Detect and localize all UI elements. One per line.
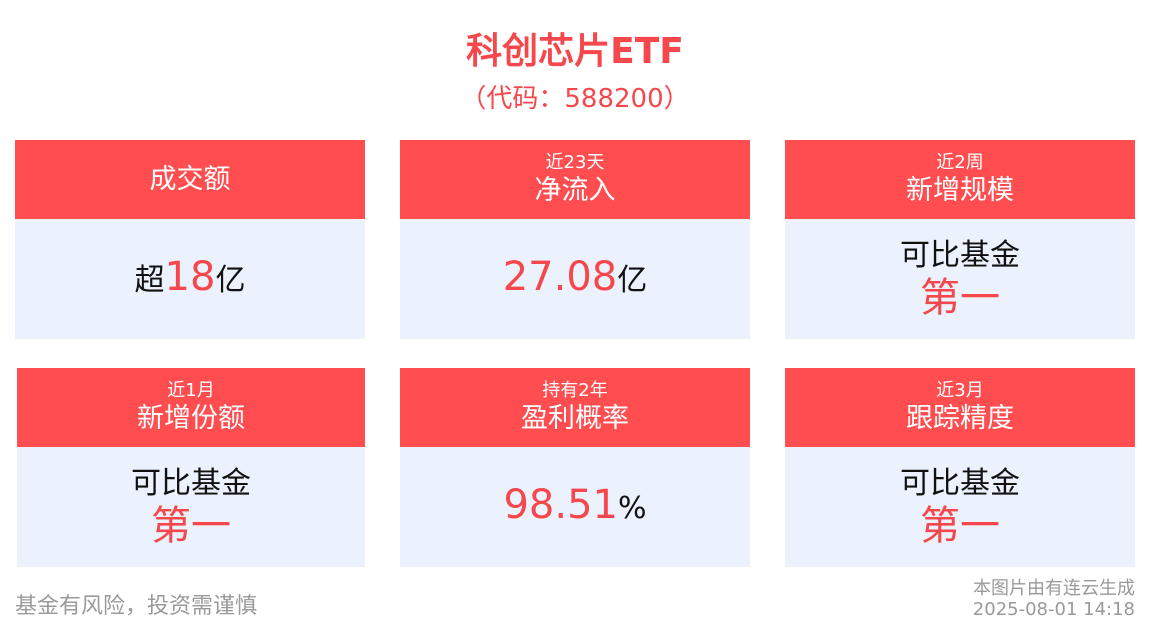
card-header: 近2周 新增规模	[785, 140, 1135, 219]
value-text: 可比基金	[900, 238, 1020, 273]
card-title: 盈利概率	[521, 402, 629, 434]
metric-card: 近2周 新增规模 可比基金 第一	[785, 140, 1135, 339]
value-line: 第一	[151, 505, 231, 551]
value-text: 可比基金	[131, 466, 251, 501]
card-body: 可比基金 第一	[785, 447, 1135, 567]
highlight-value: 第一	[920, 275, 1000, 321]
value-text: %	[618, 491, 647, 526]
source-text: 本图片由有连云生成	[973, 578, 1135, 599]
card-title: 新增规模	[906, 174, 1014, 206]
value-line: 第一	[920, 277, 1000, 323]
value-text: 亿	[617, 263, 648, 298]
card-title: 跟踪精度	[906, 402, 1014, 434]
highlight-value: 27.08	[502, 254, 618, 300]
card-period: 持有2年	[542, 379, 608, 401]
metric-card: 持有2年 盈利概率 98.51%	[400, 368, 750, 567]
metric-card: 近23天 净流入 27.08亿	[400, 140, 750, 339]
card-period: 近1月	[167, 379, 215, 401]
metric-card: 近3月 跟踪精度可比基金第一	[785, 368, 1135, 567]
value-text: 超	[134, 263, 165, 298]
value-line: 98.51%	[503, 484, 646, 530]
card-body: 可比基金 第一	[785, 219, 1135, 339]
value-line: 27.08亿	[503, 256, 648, 302]
card-header: 近1月 新增份额	[17, 368, 365, 447]
value-text: 可比基金	[900, 466, 1020, 501]
metric-card: 成交额超18亿	[15, 140, 365, 339]
card-header: 持有2年 盈利概率	[400, 368, 750, 447]
card-header: 成交额	[15, 140, 365, 219]
card-body: 98.51%	[400, 447, 750, 567]
highlight-value: 18	[164, 254, 216, 300]
risk-disclaimer: 基金有风险，投资需谨慎	[15, 594, 258, 619]
value-line: 超18亿	[135, 256, 246, 302]
card-title: 新增份额	[137, 402, 245, 434]
card-title: 净流入	[534, 174, 616, 206]
card-header: 近3月 跟踪精度	[785, 368, 1135, 447]
footer-source: 本图片由有连云生成 2025-08-01 14:18	[973, 578, 1135, 620]
value-line: 可比基金	[900, 463, 1020, 505]
card-header: 近23天 净流入	[400, 140, 750, 219]
metric-card: 近1月 新增份额可比基金第一	[17, 368, 365, 567]
value-line: 第一	[920, 505, 1000, 551]
card-body: 27.08亿	[400, 219, 750, 339]
card-period: 近3月	[936, 379, 984, 401]
highlight-value: 98.51	[503, 482, 618, 528]
value-line: 可比基金	[900, 235, 1020, 277]
card-body: 可比基金 第一	[17, 447, 365, 567]
value-line: 可比基金	[131, 463, 251, 505]
card-title: 成交额	[149, 163, 231, 195]
page-title: 科创芯片ETF	[466, 31, 684, 72]
card-period: 近23天	[545, 151, 605, 173]
value-text: 亿	[215, 263, 246, 298]
card-body: 超18亿	[15, 219, 365, 339]
card-period: 近2周	[936, 151, 984, 173]
highlight-value: 第一	[920, 503, 1000, 549]
timestamp: 2025-08-01 14:18	[972, 599, 1135, 620]
fund-code: （代码：588200）	[460, 84, 690, 114]
highlight-value: 第一	[151, 503, 231, 549]
